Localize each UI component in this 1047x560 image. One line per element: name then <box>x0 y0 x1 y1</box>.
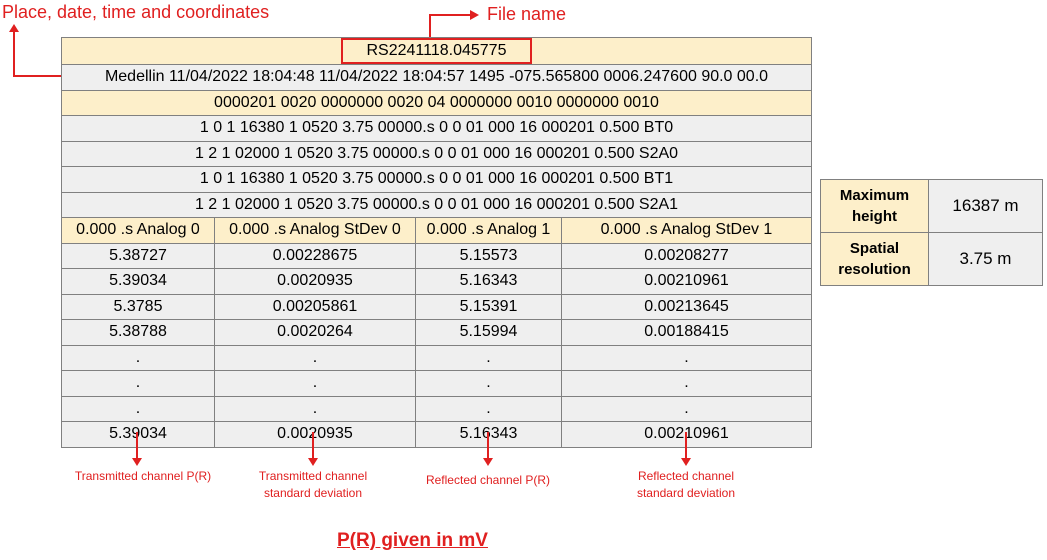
table-row: .... <box>61 395 812 422</box>
table-cell: 0.00188415 <box>561 319 812 346</box>
table-cell: 0.00208277 <box>561 242 812 269</box>
header-line-cell: 1 0 1 16380 1 0520 3.75 00000.s 0 0 01 0… <box>61 115 812 142</box>
table-cell: . <box>61 370 215 397</box>
header-line-cell: Medellin 11/04/2022 18:04:48 11/04/2022 … <box>61 64 812 91</box>
caption-reflected-stdev: Reflected channel standard deviation <box>636 469 736 500</box>
table-row: 5.38727 0.00228675 5.15573 0.00208277 <box>61 242 812 269</box>
file-name-row: RS2241118.045775 <box>61 37 812 65</box>
table-cell: . <box>561 370 812 397</box>
spatial-resolution-label: Spatial resolution <box>820 232 929 286</box>
spatial-resolution-value: 3.75 m <box>928 232 1043 286</box>
table-row: .... <box>61 370 812 397</box>
file-name-arrow-horizontal <box>429 14 471 16</box>
col3-arrow-line <box>487 432 489 459</box>
header-line-cell: 1 0 1 16380 1 0520 3.75 00000.s 0 0 01 0… <box>61 166 812 193</box>
place-arrow-horizontal <box>13 75 63 77</box>
table-cell: 0.00213645 <box>561 293 812 320</box>
file-name-label: File name <box>487 4 567 24</box>
col4-arrow-head-icon <box>681 458 691 466</box>
column-header: 0.000 .s Analog StDev 1 <box>561 217 812 244</box>
header-line-row: 0000201 0020 0000000 0020 04 0000000 001… <box>61 89 812 116</box>
place-arrow-vertical <box>13 31 15 76</box>
file-name-value: RS2241118.045775 <box>340 38 533 64</box>
table-cell: 0.00228675 <box>214 242 416 269</box>
col1-arrow-line <box>136 432 138 459</box>
table-cell: . <box>61 344 215 371</box>
col2-arrow-line <box>312 432 314 459</box>
file-name-arrow-head-icon <box>470 10 479 20</box>
col2-arrow-head-icon <box>308 458 318 466</box>
column-header: 0.000 .s Analog StDev 0 <box>214 217 416 244</box>
file-name-arrow-vertical <box>429 14 431 40</box>
header-line-row: Medellin 11/04/2022 18:04:48 11/04/2022 … <box>61 64 812 91</box>
header-line-cell: 0000201 0020 0000000 0020 04 0000000 001… <box>61 89 812 116</box>
max-height-label: Maximum height <box>820 179 929 233</box>
table-row: .... <box>61 344 812 371</box>
table-cell: . <box>61 395 215 422</box>
table-cell: 0.0020264 <box>214 319 416 346</box>
max-height-value: 16387 m <box>928 179 1043 233</box>
table-cell: 5.3785 <box>61 293 215 320</box>
table-cell: 0.00205861 <box>214 293 416 320</box>
table-cell: 5.39034 <box>61 268 215 295</box>
table-cell: . <box>561 344 812 371</box>
side-row-spatial-resolution: Spatial resolution 3.75 m <box>820 232 1043 286</box>
header-line-cell: 1 2 1 02000 1 0520 3.75 00000.s 0 0 01 0… <box>61 140 812 167</box>
table-cell: 0.00210961 <box>561 268 812 295</box>
table-cell: 5.15994 <box>415 319 562 346</box>
table-cell: . <box>214 370 416 397</box>
caption-transmitted-pr: Transmitted channel P(R) <box>74 469 212 483</box>
header-line-row: 1 2 1 02000 1 0520 3.75 00000.s 0 0 01 0… <box>61 140 812 167</box>
table-cell: 0.0020935 <box>214 421 416 448</box>
header-line-row: 1 0 1 16380 1 0520 3.75 00000.s 0 0 01 0… <box>61 166 812 193</box>
side-summary-table: Maximum height 16387 m Spatial resolutio… <box>820 179 1043 286</box>
table-cell: . <box>214 395 416 422</box>
header-line-row: 1 0 1 16380 1 0520 3.75 00000.s 0 0 01 0… <box>61 115 812 142</box>
table-cell: . <box>214 344 416 371</box>
table-row: 5.38788 0.0020264 5.15994 0.00188415 <box>61 319 812 346</box>
header-line-cell: 1 2 1 02000 1 0520 3.75 00000.s 0 0 01 0… <box>61 191 812 218</box>
place-arrow-head-icon <box>9 24 19 32</box>
table-cell: 5.15391 <box>415 293 562 320</box>
file-name-cell: RS2241118.045775 <box>61 37 812 65</box>
table-row: 5.3785 0.00205861 5.15391 0.00213645 <box>61 293 812 320</box>
caption-transmitted-stdev: Transmitted channel standard deviation <box>258 469 368 500</box>
column-header: 0.000 .s Analog 0 <box>61 217 215 244</box>
table-cell: 5.16343 <box>415 268 562 295</box>
table-cell: . <box>415 370 562 397</box>
table-cell: 5.38788 <box>61 319 215 346</box>
table-cell: . <box>415 344 562 371</box>
side-row-max-height: Maximum height 16387 m <box>820 179 1043 233</box>
table-cell: 5.15573 <box>415 242 562 269</box>
data-table: RS2241118.045775 Medellin 11/04/2022 18:0… <box>61 37 812 448</box>
header-line-row: 1 2 1 02000 1 0520 3.75 00000.s 0 0 01 0… <box>61 191 812 218</box>
table-cell: . <box>561 395 812 422</box>
units-note: P(R) given in mV <box>337 530 488 551</box>
caption-reflected-pr: Reflected channel P(R) <box>425 473 551 487</box>
table-cell: . <box>415 395 562 422</box>
table-cell: 5.38727 <box>61 242 215 269</box>
place-date-time-label: Place, date, time and coordinates <box>2 2 270 22</box>
col1-arrow-head-icon <box>132 458 142 466</box>
column-header-row: 0.000 .s Analog 0 0.000 .s Analog StDev 0… <box>61 217 812 244</box>
table-cell: 5.39034 <box>61 421 215 448</box>
col4-arrow-line <box>685 432 687 459</box>
table-cell: 0.0020935 <box>214 268 416 295</box>
column-header: 0.000 .s Analog 1 <box>415 217 562 244</box>
col3-arrow-head-icon <box>483 458 493 466</box>
